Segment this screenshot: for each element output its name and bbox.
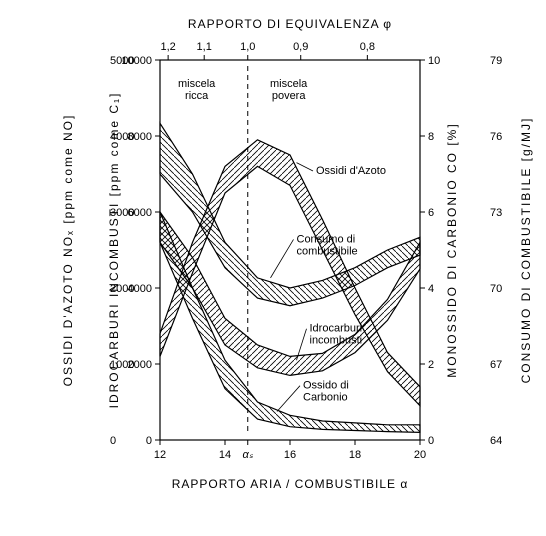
svg-text:2000: 2000 (128, 359, 152, 371)
svg-text:20: 20 (414, 449, 426, 461)
svg-text:14: 14 (219, 449, 231, 461)
svg-text:4: 4 (428, 283, 434, 295)
svg-text:Idrocarburi: Idrocarburi (310, 323, 363, 335)
svg-text:IDROCARBURI INCOMBUSTI [ppm co: IDROCARBURI INCOMBUSTI [ppm come C₁] (107, 92, 121, 409)
svg-text:0: 0 (428, 435, 434, 447)
svg-text:18: 18 (349, 449, 361, 461)
svg-text:10000: 10000 (121, 55, 152, 67)
svg-text:16: 16 (284, 449, 296, 461)
svg-text:8000: 8000 (128, 131, 152, 143)
svg-text:OSSIDI D'AZOTO NOₓ [ppm come N: OSSIDI D'AZOTO NOₓ [ppm come NO] (61, 114, 75, 387)
svg-text:67: 67 (490, 359, 502, 371)
svg-text:1,2: 1,2 (160, 41, 175, 53)
svg-text:0,9: 0,9 (293, 41, 308, 53)
svg-text:1,1: 1,1 (197, 41, 212, 53)
svg-text:6: 6 (428, 207, 434, 219)
svg-text:combustibile: combustibile (297, 245, 358, 257)
svg-text:10: 10 (428, 55, 440, 67)
svg-text:6000: 6000 (128, 207, 152, 219)
svg-text:79: 79 (490, 55, 502, 67)
svg-text:0,8: 0,8 (360, 41, 375, 53)
region-label-povera: miscela povera (270, 78, 307, 102)
svg-text:0: 0 (110, 435, 116, 447)
emissions-chart: { "chart": { "type": "multi-axis-line-ba… (0, 0, 546, 536)
svg-text:64: 64 (490, 435, 502, 447)
svg-text:CONSUMO DI COMBUSTIBILE [g/MJ]: CONSUMO DI COMBUSTIBILE [g/MJ] (519, 117, 533, 384)
svg-text:αₛ: αₛ (243, 449, 254, 461)
svg-text:8: 8 (428, 131, 434, 143)
svg-text:incombusti: incombusti (310, 335, 363, 347)
svg-text:12: 12 (154, 449, 166, 461)
svg-text:MONOSSIDO DI CARBONIO CO [%]: MONOSSIDO DI CARBONIO CO [%] (445, 122, 459, 377)
region-label-ricca: miscela ricca (178, 78, 215, 102)
svg-text:Carbonio: Carbonio (303, 392, 348, 404)
svg-text:0: 0 (146, 435, 152, 447)
svg-text:Ossidi d'Azoto: Ossidi d'Azoto (316, 165, 386, 177)
svg-text:4000: 4000 (128, 283, 152, 295)
svg-text:Ossido di: Ossido di (303, 380, 349, 392)
svg-text:RAPPORTO ARIA / COMBUSTIBILE α: RAPPORTO ARIA / COMBUSTIBILE α (172, 477, 409, 491)
svg-text:73: 73 (490, 207, 502, 219)
svg-text:70: 70 (490, 283, 502, 295)
svg-text:1,0: 1,0 (240, 41, 255, 53)
svg-text:2: 2 (428, 359, 434, 371)
svg-text:Consumo di: Consumo di (297, 233, 356, 245)
svg-text:RAPPORTO DI EQUIVALENZA φ: RAPPORTO DI EQUIVALENZA φ (188, 17, 392, 31)
svg-text:76: 76 (490, 131, 502, 143)
